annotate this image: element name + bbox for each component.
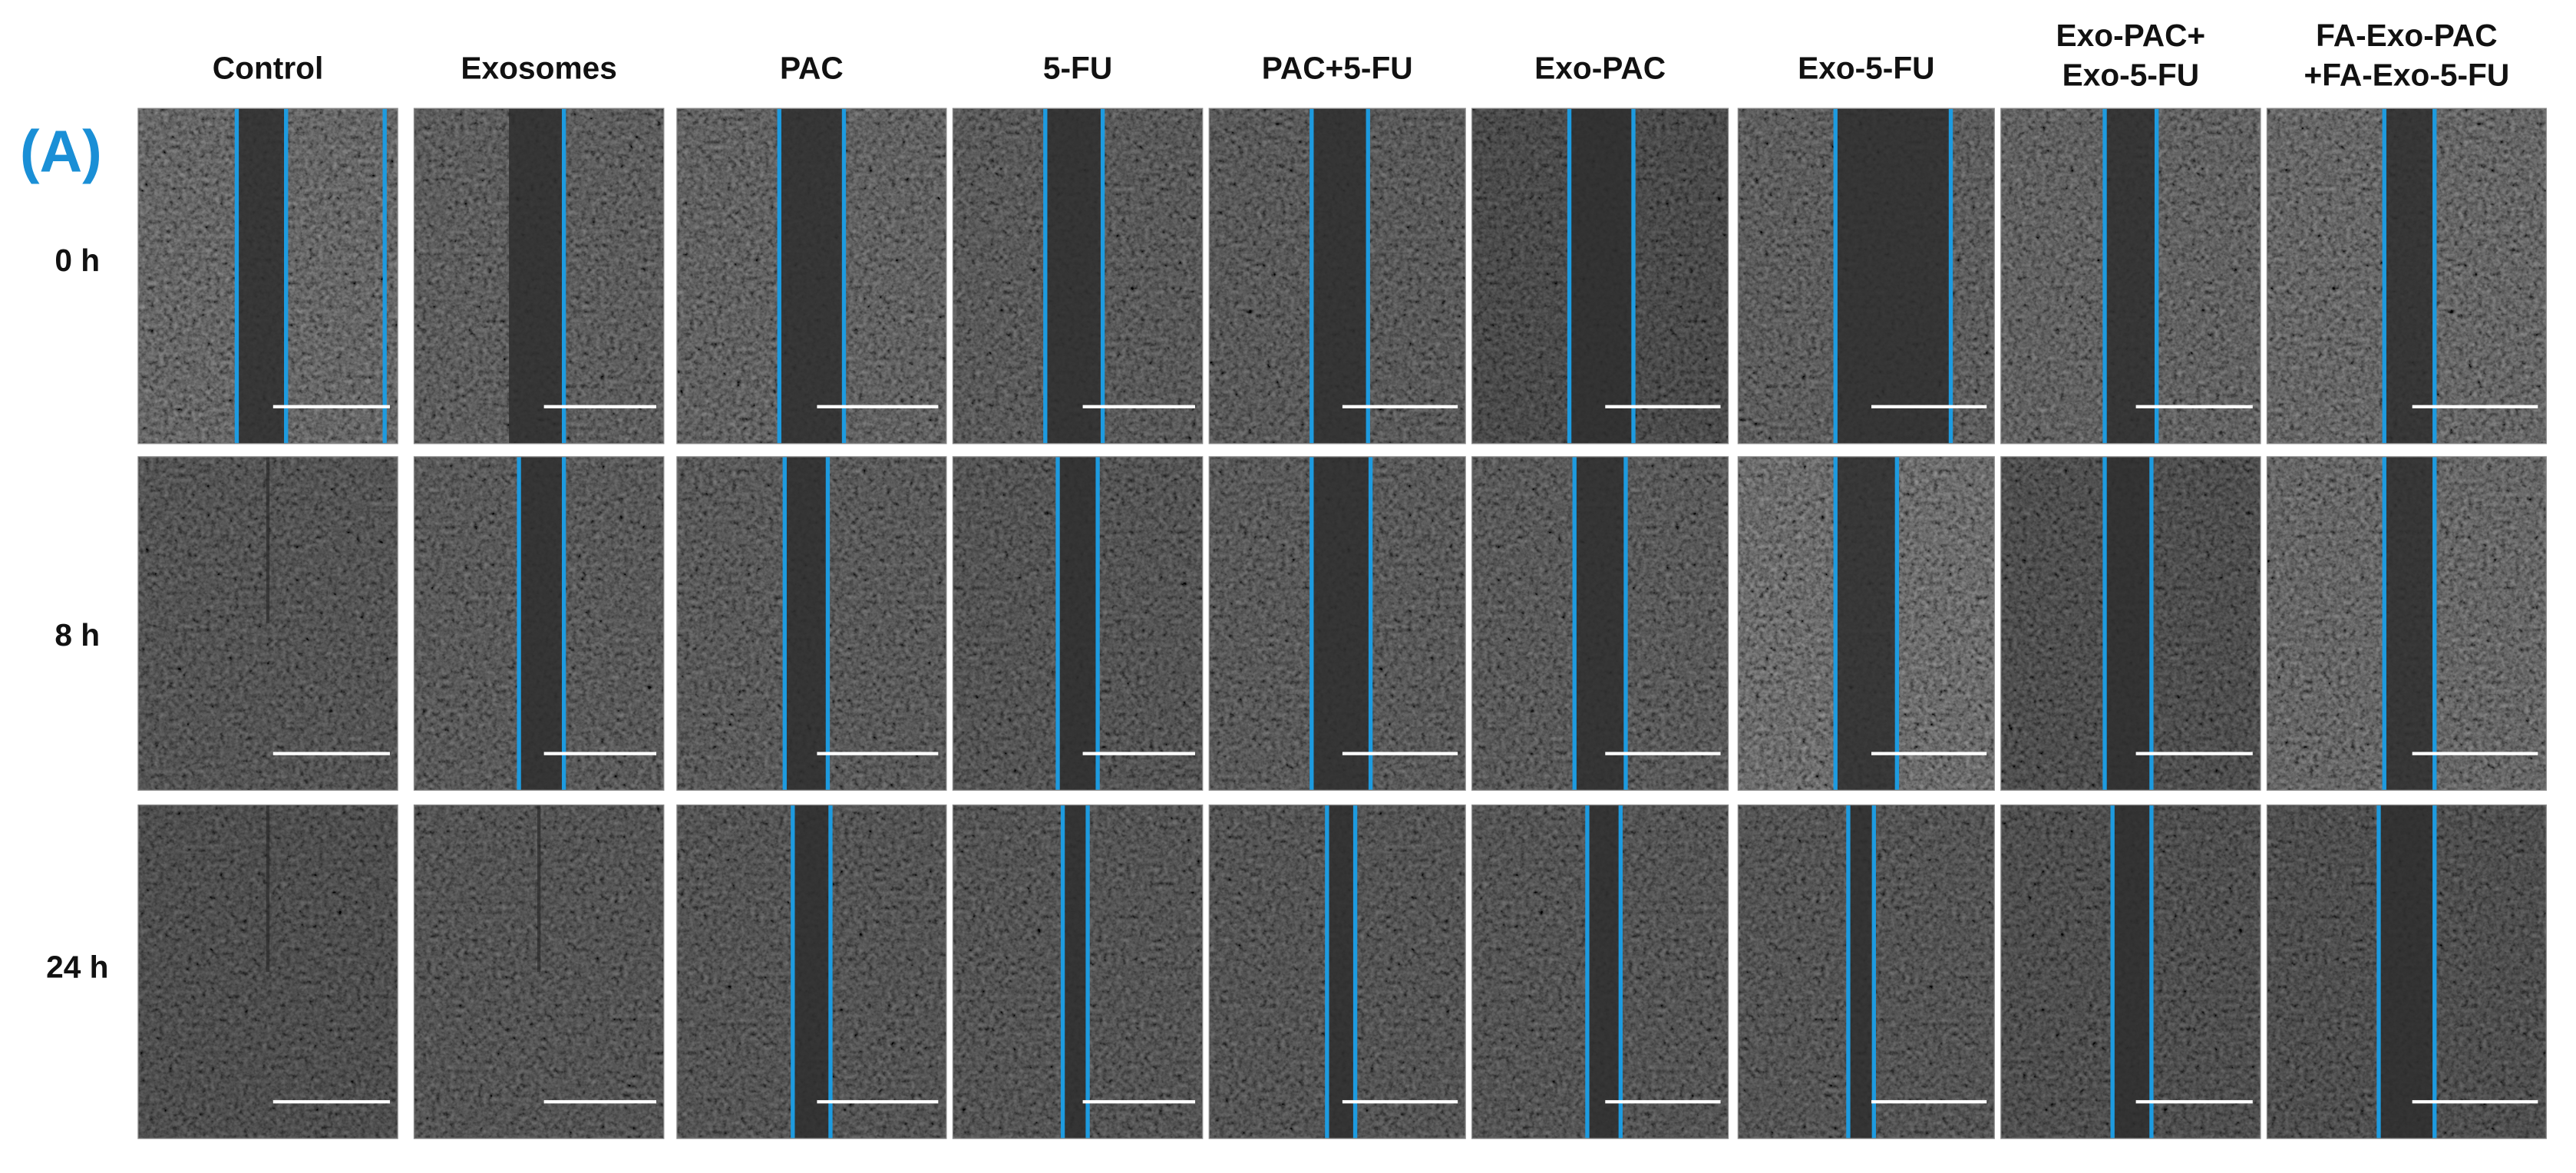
wound-gap — [1062, 805, 1088, 1139]
cell-border — [2000, 456, 2261, 791]
cell-border — [413, 107, 665, 444]
micrograph — [2000, 107, 2261, 444]
cell-border — [952, 804, 1204, 1139]
cell-border — [676, 456, 947, 791]
panel-label: (A) — [20, 119, 102, 185]
micrograph — [1471, 804, 1729, 1139]
cell-border — [676, 804, 947, 1139]
micrograph — [413, 107, 665, 444]
micrograph — [137, 456, 398, 791]
cell-border — [2266, 456, 2547, 791]
micrograph — [413, 804, 665, 1139]
cell-border — [1737, 107, 1995, 444]
cell-border — [1208, 804, 1466, 1139]
wound-gap — [1587, 805, 1621, 1139]
micrograph — [676, 804, 947, 1139]
column-header: Exo-PAC — [1534, 51, 1666, 86]
cell-border — [413, 804, 665, 1139]
row-label: 24 h — [46, 949, 108, 984]
cell-border — [2266, 107, 2547, 444]
column-header: PAC — [780, 51, 844, 86]
cell-border — [952, 107, 1204, 444]
micrograph — [1737, 107, 1995, 444]
micrograph — [952, 107, 1204, 444]
wound-gap — [2112, 805, 2152, 1139]
wound-gap — [1574, 456, 1626, 791]
micrograph — [2266, 107, 2547, 444]
cell-border — [952, 456, 1204, 791]
wound-gap — [1569, 108, 1634, 444]
wound-gap — [1045, 108, 1103, 444]
wound-gap — [784, 456, 828, 791]
micrograph — [1208, 804, 1466, 1139]
wound-gap — [1848, 805, 1874, 1139]
wound-gap — [1326, 805, 1356, 1139]
micrograph — [1471, 107, 1729, 444]
micrograph — [952, 456, 1204, 791]
column-header: Control — [213, 51, 324, 86]
cell-border — [1471, 107, 1729, 444]
wound-gap — [1058, 456, 1098, 791]
micrograph — [137, 804, 398, 1139]
column-header: Exo-5-FU — [1798, 51, 1934, 86]
wound-gap — [1311, 456, 1371, 791]
wound-gap — [519, 456, 564, 791]
wound-gap — [2384, 456, 2435, 791]
column-header: FA-Exo-PAC — [2316, 18, 2497, 53]
wound-gap — [2378, 805, 2435, 1139]
column-header: +FA-Exo-5-FU — [2304, 57, 2510, 92]
cell-border — [1208, 107, 1466, 444]
micrograph — [2000, 456, 2261, 791]
row-label: 0 h — [54, 243, 100, 278]
micrograph — [1208, 456, 1466, 791]
cell-border — [137, 456, 398, 791]
micrograph — [2266, 804, 2547, 1139]
cell-border — [137, 107, 398, 444]
micrograph — [676, 456, 947, 791]
column-header: Exo-PAC+ — [2056, 18, 2206, 53]
cell-border — [1737, 804, 1995, 1139]
cell-border — [2000, 107, 2261, 444]
micrograph — [413, 456, 665, 791]
cell-border — [1471, 456, 1729, 791]
wound-gap — [2105, 108, 2157, 444]
wound-gap — [779, 108, 844, 444]
column-header: 5-FU — [1043, 51, 1112, 86]
micrograph — [676, 107, 947, 444]
micrograph — [137, 107, 398, 444]
cell-border — [676, 107, 947, 444]
micrograph — [1471, 456, 1729, 791]
micrograph — [1208, 107, 1466, 444]
wound-gap — [792, 805, 831, 1139]
row-label: 8 h — [54, 617, 100, 653]
micrograph — [2266, 456, 2547, 791]
cell-border — [137, 804, 398, 1139]
wound-gap — [509, 108, 564, 444]
cell-border — [2000, 804, 2261, 1139]
column-header: Exo-5-FU — [2062, 57, 2199, 92]
micrograph — [2000, 804, 2261, 1139]
cell-border — [1737, 456, 1995, 791]
cell-border — [2266, 804, 2547, 1139]
cell-border — [1471, 804, 1729, 1139]
wound-gap — [1835, 108, 1951, 444]
column-header: PAC+5-FU — [1262, 51, 1413, 86]
wound-gap — [236, 108, 286, 444]
wound-gap — [2105, 456, 2152, 791]
wound-gap — [1311, 108, 1369, 444]
cell-border — [1208, 456, 1466, 791]
cell-border — [413, 456, 665, 791]
wound-gap — [1835, 456, 1897, 791]
column-header: Exosomes — [461, 51, 616, 86]
micrograph — [1737, 456, 1995, 791]
micrograph — [1737, 804, 1995, 1139]
micrograph — [952, 804, 1204, 1139]
wound-gap — [2384, 108, 2435, 444]
